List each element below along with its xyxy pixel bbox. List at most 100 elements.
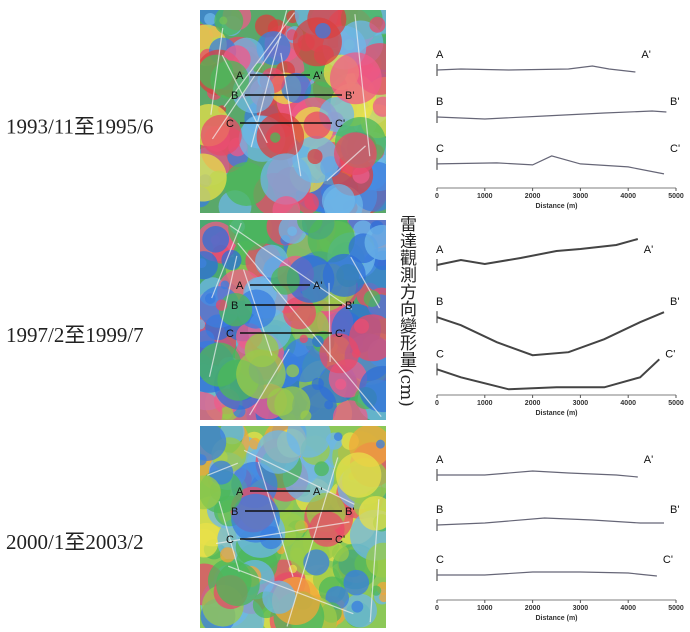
map-blob bbox=[200, 319, 206, 330]
x-tick-label: 4000 bbox=[620, 605, 636, 612]
x-tick-label: 4000 bbox=[620, 193, 636, 200]
road bbox=[257, 461, 294, 577]
map-blob bbox=[314, 461, 329, 477]
period-label: 1993/11至1995/6 bbox=[6, 115, 153, 139]
road bbox=[243, 449, 355, 505]
map-blob bbox=[200, 251, 218, 280]
x-tick-label: 4000 bbox=[620, 400, 636, 407]
map-blob bbox=[321, 183, 356, 213]
section-start-label: C bbox=[226, 534, 234, 546]
section-start-label: B bbox=[231, 506, 238, 518]
x-tick-label: 3000 bbox=[573, 400, 589, 407]
profile-end-label: A' bbox=[644, 244, 653, 256]
profile-curve bbox=[436, 65, 636, 73]
section-end-label: C' bbox=[335, 534, 345, 546]
profile-start-label: B bbox=[436, 296, 443, 308]
y-axis-label: 雷達觀測方向變形量(cm) bbox=[396, 215, 417, 407]
map-blob bbox=[286, 255, 335, 303]
map-blob bbox=[200, 528, 219, 558]
road bbox=[242, 269, 273, 356]
road bbox=[216, 521, 350, 545]
x-tick-label: 0 bbox=[435, 400, 439, 407]
map-blob bbox=[299, 334, 308, 344]
map-blob bbox=[369, 16, 386, 33]
map-blob bbox=[324, 400, 334, 410]
profile-end-label: B' bbox=[670, 504, 679, 516]
x-axis-label: Distance (m) bbox=[535, 615, 577, 622]
map-blob bbox=[231, 493, 280, 543]
map-blob bbox=[351, 600, 364, 613]
x-tick-label: 5000 bbox=[668, 605, 684, 612]
x-tick-label: 3000 bbox=[573, 605, 589, 612]
map-blob bbox=[202, 225, 230, 253]
deformation-map bbox=[200, 10, 386, 213]
x-tick-label: 0 bbox=[435, 605, 439, 612]
profile-start-label: A bbox=[436, 49, 444, 61]
map-blob bbox=[292, 17, 342, 67]
section-start-label: A bbox=[236, 70, 244, 82]
road bbox=[286, 457, 339, 627]
map-blob bbox=[287, 226, 298, 237]
section-end-label: C' bbox=[335, 118, 345, 130]
map-colors bbox=[200, 220, 386, 420]
map-blob bbox=[359, 365, 386, 413]
road bbox=[249, 348, 290, 416]
map-blob bbox=[372, 96, 386, 117]
profile-start-label: B bbox=[436, 96, 443, 108]
road bbox=[223, 12, 295, 108]
road bbox=[227, 565, 354, 615]
road bbox=[350, 256, 381, 309]
map-blob bbox=[200, 342, 242, 387]
x-tick-label: 2000 bbox=[525, 605, 541, 612]
map-colors bbox=[200, 426, 386, 628]
map-blob bbox=[343, 569, 370, 596]
x-tick-label: 1000 bbox=[477, 605, 493, 612]
map-blob bbox=[309, 511, 345, 547]
deformation-map bbox=[200, 220, 386, 420]
profile-end-label: C' bbox=[663, 554, 673, 566]
map-blob bbox=[218, 293, 253, 327]
map-blob bbox=[204, 12, 217, 26]
profile-curve bbox=[436, 517, 664, 526]
section-end-label: A' bbox=[313, 486, 322, 498]
x-tick-label: 1000 bbox=[477, 400, 493, 407]
map-blob bbox=[224, 162, 269, 206]
map-blob bbox=[333, 432, 343, 441]
map-colors bbox=[200, 10, 386, 213]
map-blob bbox=[214, 10, 244, 36]
road bbox=[237, 242, 382, 418]
map-blob bbox=[256, 430, 301, 474]
period-label: 1997/2至1999/7 bbox=[6, 323, 144, 347]
map-blob bbox=[315, 22, 331, 39]
section-start-label: C bbox=[226, 118, 234, 130]
map-blob bbox=[216, 562, 260, 607]
road bbox=[211, 36, 282, 140]
map-blob bbox=[200, 391, 223, 420]
map-blob bbox=[371, 585, 382, 596]
map-blob bbox=[364, 224, 386, 261]
x-axis-label: Distance (m) bbox=[535, 203, 577, 210]
road bbox=[328, 282, 331, 362]
profile-start-label: A bbox=[436, 454, 444, 466]
road bbox=[221, 54, 268, 144]
road bbox=[218, 501, 240, 573]
profile-end-label: A' bbox=[644, 454, 653, 466]
map-blob bbox=[376, 439, 385, 449]
map-blob bbox=[272, 196, 301, 213]
road bbox=[326, 145, 366, 182]
section-end-label: C' bbox=[335, 328, 345, 340]
profile-start-label: C bbox=[436, 348, 444, 360]
profile-curve bbox=[436, 358, 660, 391]
map-blob bbox=[200, 475, 221, 510]
section-start-label: B bbox=[231, 300, 238, 312]
map-blob bbox=[331, 544, 349, 562]
profile-curve bbox=[436, 311, 665, 357]
map-blob bbox=[358, 495, 386, 531]
map-blob bbox=[200, 114, 242, 156]
x-tick-label: 0 bbox=[435, 193, 439, 200]
section-end-label: B' bbox=[345, 300, 354, 312]
map-blob bbox=[215, 299, 228, 311]
map-blob bbox=[307, 220, 355, 263]
map-blob bbox=[365, 542, 386, 578]
